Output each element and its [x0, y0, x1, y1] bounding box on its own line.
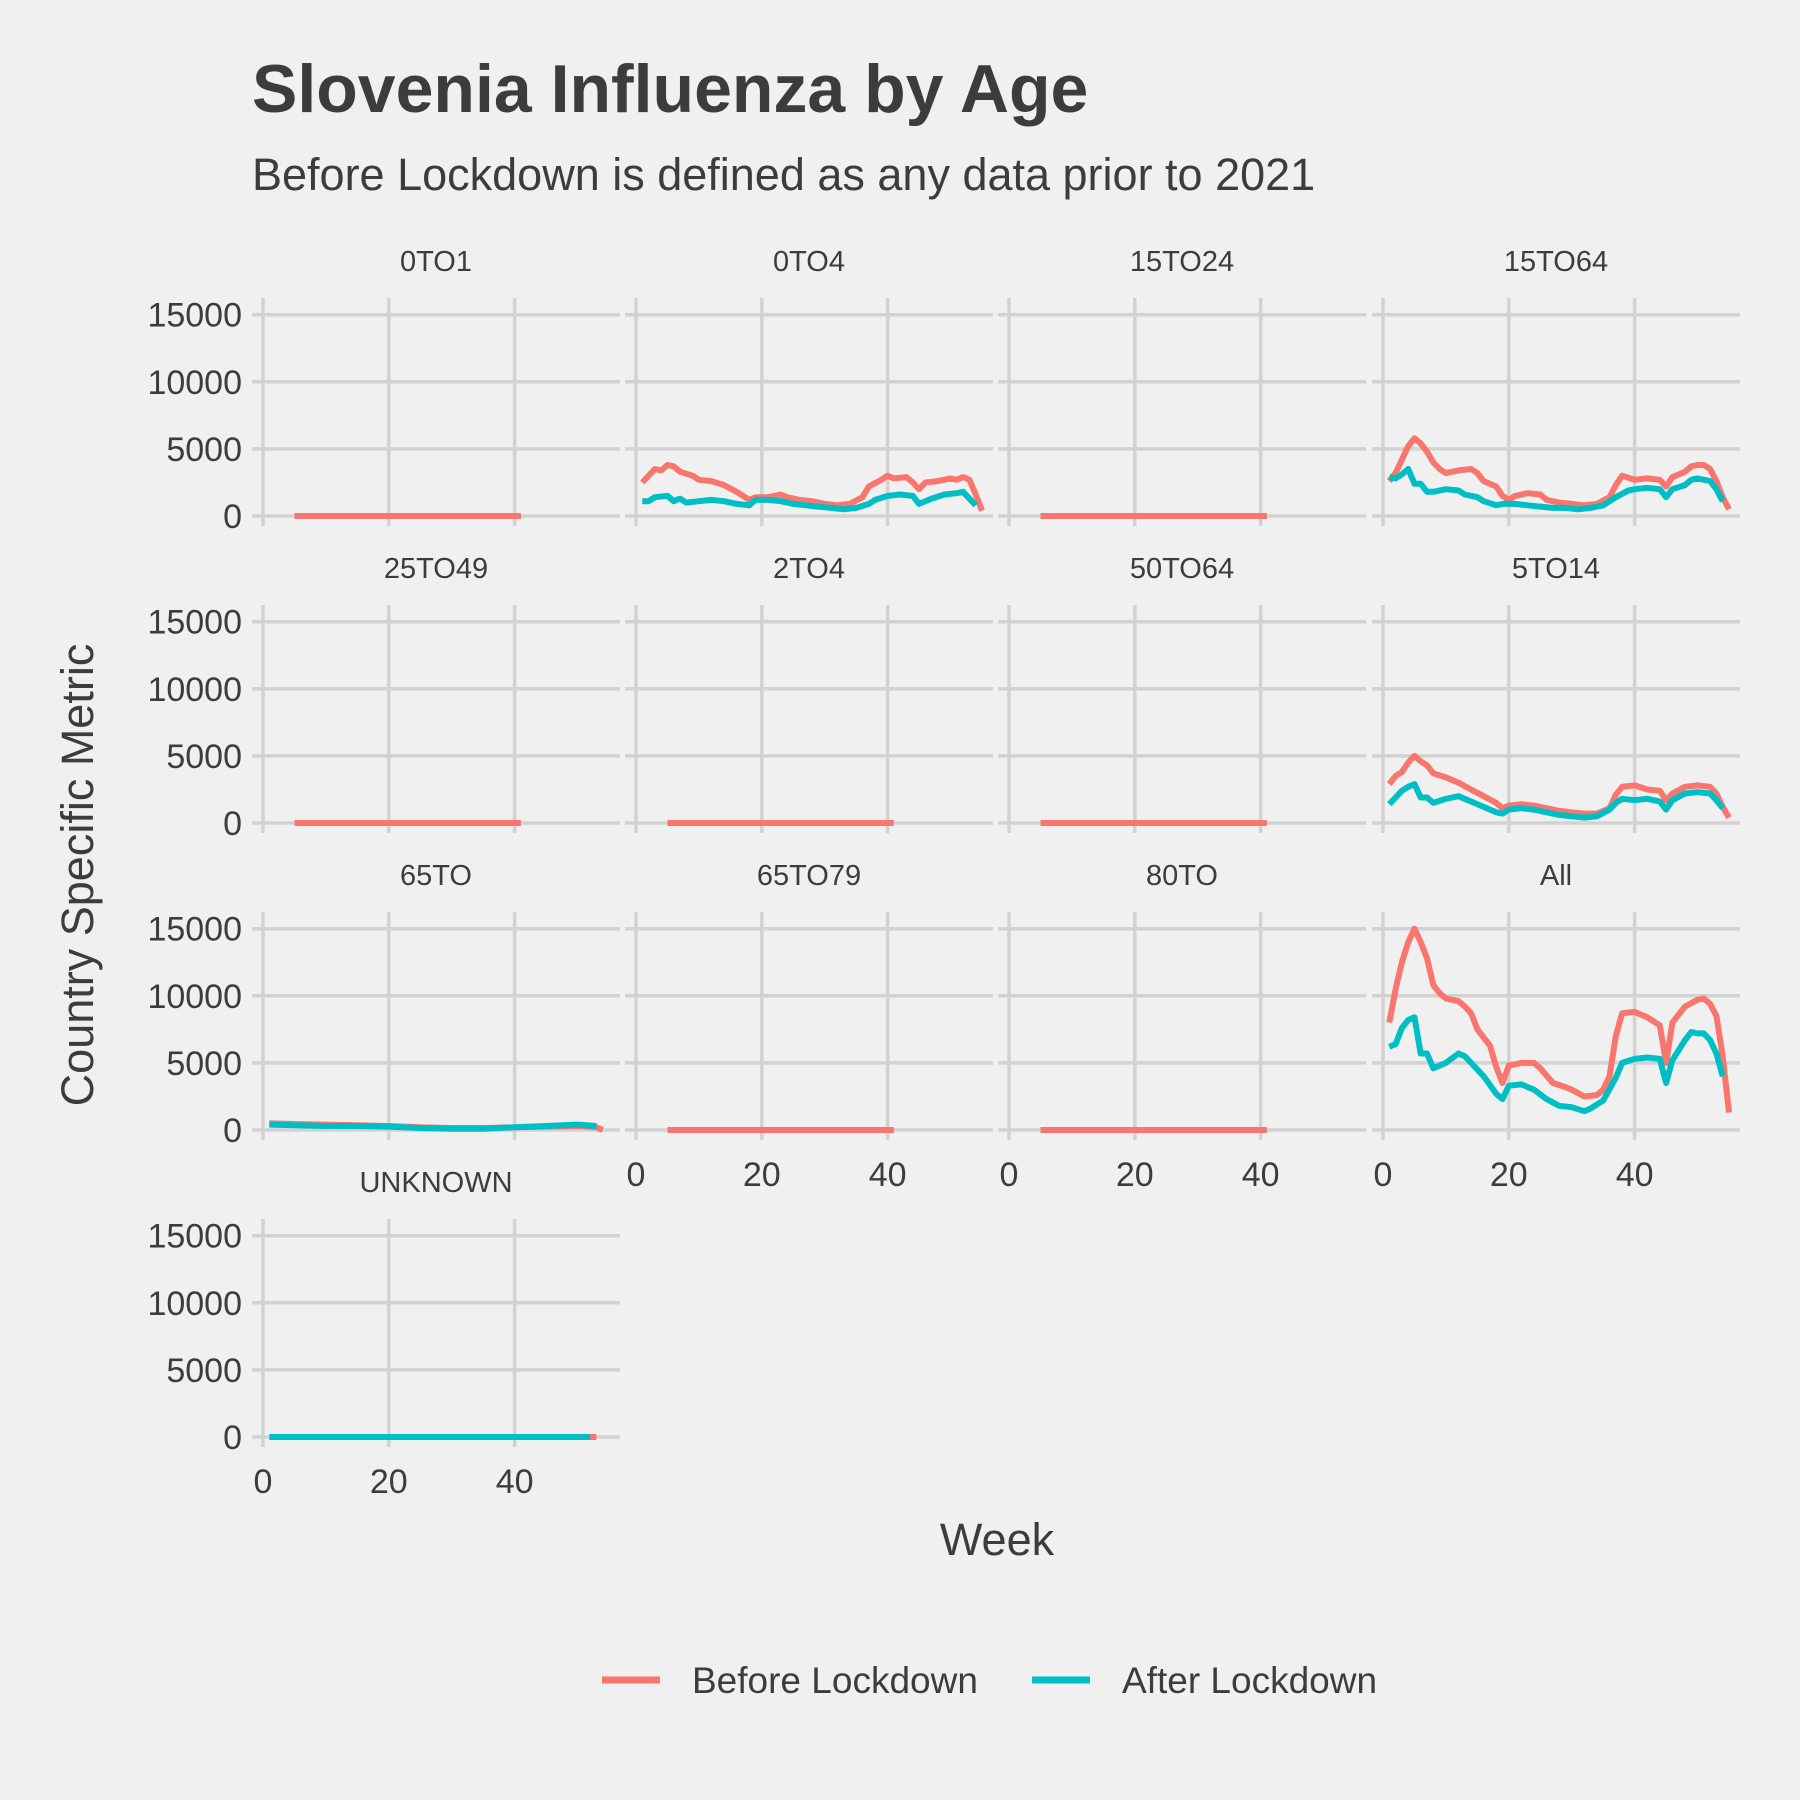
- facet-panels: 0TO1 0 5000 10000 15000 0TO4 15TO24 15TO64 25TO4…: [147, 246, 1740, 1501]
- panel-strip-label: 15TO64: [1504, 246, 1608, 278]
- series-line-after-lockdown: [1388, 1014, 1726, 1115]
- x-tick-label: 40: [869, 1156, 907, 1194]
- y-tick-label: 0: [223, 805, 242, 843]
- panel-strip-label: 0TO4: [773, 246, 845, 278]
- x-tick-label: 40: [1242, 1156, 1280, 1194]
- panel-strip-label: 5TO14: [1512, 553, 1600, 585]
- panel-strip-label: 15TO24: [1130, 246, 1234, 278]
- panel-strip-label: 0TO1: [400, 246, 472, 278]
- panel-2to4: 2TO4: [625, 553, 993, 833]
- series-line-before-lockdown: [640, 462, 985, 512]
- panel-65to: 65TO 0 5000 10000 15000: [147, 860, 620, 1150]
- y-tick-label: 5000: [166, 738, 242, 776]
- x-tick-label: 20: [370, 1463, 408, 1501]
- y-tick-label: 0: [223, 1419, 242, 1457]
- x-tick-label: 0: [627, 1156, 646, 1194]
- series-line-after-lockdown: [642, 488, 978, 513]
- panel-strip-label: UNKNOWN: [359, 1167, 512, 1199]
- series-line-before-lockdown: [1386, 752, 1732, 820]
- x-tick-label: 0: [254, 1463, 273, 1501]
- x-tick-label: 40: [1616, 1156, 1654, 1194]
- panel-strip-label: 25TO49: [384, 553, 488, 585]
- x-tick-label: 20: [1116, 1156, 1154, 1194]
- y-tick-label: 15000: [147, 1218, 242, 1256]
- panel-strip-label: 50TO64: [1130, 553, 1234, 585]
- y-tick-label: 5000: [166, 1045, 242, 1083]
- chart-title: Slovenia Influenza by Age: [252, 51, 1088, 127]
- x-tick-label: 40: [496, 1463, 534, 1501]
- panel-50to64: 50TO64: [998, 553, 1366, 833]
- panel-0to1: 0TO1 0 5000 10000 15000: [147, 246, 620, 536]
- chart-subtitle: Before Lockdown is defined as any data p…: [252, 149, 1315, 200]
- y-tick-label: 0: [223, 498, 242, 536]
- legend-label-before: Before Lockdown: [692, 1660, 978, 1701]
- panel-65to79: 65TO79 0 20 40: [625, 860, 993, 1194]
- x-tick-label: 20: [743, 1156, 781, 1194]
- panel-0to4: 0TO4: [625, 246, 993, 526]
- panel-strip-label: 2TO4: [773, 553, 845, 585]
- panel-15to24: 15TO24: [998, 246, 1366, 526]
- panel-strip-label: 65TO79: [757, 860, 861, 892]
- series-line-before-lockdown: [1386, 925, 1732, 1113]
- series-line-before-lockdown: [1386, 435, 1732, 511]
- y-tick-label: 5000: [166, 1352, 242, 1390]
- y-tick-label: 15000: [147, 297, 242, 335]
- x-tick-label: 0: [1000, 1156, 1019, 1194]
- y-tick-label: 5000: [166, 431, 242, 469]
- x-axis-title: Week: [940, 1514, 1055, 1565]
- panel-5to14: 5TO14: [1372, 553, 1740, 833]
- panel-strip-label: 80TO: [1146, 860, 1218, 892]
- panel-25to49: 25TO49 0 5000 10000 15000: [147, 553, 620, 843]
- y-tick-label: 10000: [147, 364, 242, 402]
- panel-80to: 80TO 0 20 40: [998, 860, 1366, 1194]
- legend-label-after: After Lockdown: [1122, 1660, 1377, 1701]
- y-axis-title: Country Specific Metric: [52, 644, 103, 1107]
- series-line-after-lockdown: [1387, 781, 1726, 821]
- x-tick-label: 0: [1374, 1156, 1393, 1194]
- panel-unknown: UNKNOWN 0 5000 10000 15000 0 20 40: [147, 1167, 620, 1501]
- y-tick-label: 15000: [147, 604, 242, 642]
- panel-all: All 0 20 40: [1372, 860, 1740, 1194]
- x-tick-label: 20: [1490, 1156, 1528, 1194]
- panel-15to64: 15TO64: [1372, 246, 1740, 526]
- y-tick-label: 15000: [147, 911, 242, 949]
- series-line-after-lockdown: [1388, 466, 1726, 513]
- y-tick-label: 10000: [147, 671, 242, 709]
- series-line-after-lockdown: [269, 1121, 597, 1132]
- y-tick-label: 10000: [147, 1285, 242, 1323]
- y-tick-label: 10000: [147, 978, 242, 1016]
- legend: Before Lockdown After Lockdown: [602, 1660, 1377, 1701]
- panel-strip-label: All: [1540, 860, 1572, 892]
- y-tick-label: 0: [223, 1112, 242, 1150]
- panel-strip-label: 65TO: [400, 860, 472, 892]
